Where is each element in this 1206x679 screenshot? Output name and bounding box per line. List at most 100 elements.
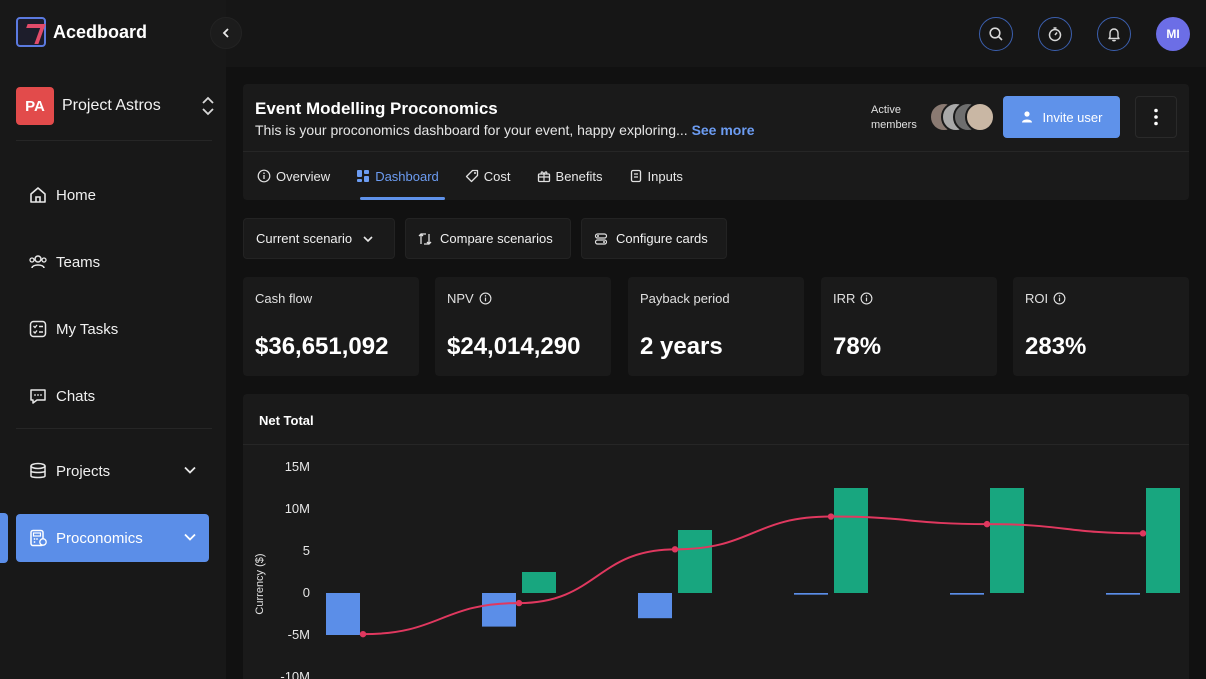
main-content: Event Modelling Proconomics This is your… bbox=[226, 67, 1206, 679]
sidebar-item-projects[interactable]: Projects bbox=[16, 447, 209, 495]
kpi-label: Cash flow bbox=[255, 291, 312, 306]
y-tick-label: 10M bbox=[285, 501, 310, 516]
scenario-label: Current scenario bbox=[256, 231, 353, 246]
kpi-label-text: ROI bbox=[1025, 291, 1049, 306]
cost-bar[interactable] bbox=[326, 593, 360, 635]
app-logo[interactable]: Acedboard bbox=[16, 17, 147, 47]
kpi-card-roi: ROI 283% bbox=[1013, 277, 1189, 376]
sidebar-item-proconomics[interactable]: Proconomics bbox=[16, 514, 209, 562]
info-icon[interactable] bbox=[860, 292, 873, 305]
net-data-point[interactable] bbox=[983, 520, 991, 528]
active-tab-indicator bbox=[360, 197, 445, 200]
chat-icon bbox=[28, 386, 48, 406]
compare-label: Compare scenarios bbox=[440, 231, 553, 246]
sidebar-item-home[interactable]: Home bbox=[16, 171, 209, 219]
more-options-button[interactable] bbox=[1135, 96, 1177, 138]
cost-bar[interactable] bbox=[638, 593, 672, 619]
kpi-card-npv: NPV $24,014,290 bbox=[435, 277, 611, 376]
kpi-label: NPV bbox=[447, 291, 492, 306]
top-bar: MI bbox=[226, 0, 1206, 67]
net-data-point[interactable] bbox=[827, 513, 835, 520]
configure-cards-button[interactable]: Configure cards bbox=[581, 218, 727, 259]
tab-label: Overview bbox=[276, 168, 331, 184]
bell-icon bbox=[1106, 26, 1122, 42]
sidebar-divider bbox=[16, 428, 212, 429]
timer-button[interactable] bbox=[1038, 17, 1072, 51]
app-name: Acedboard bbox=[53, 21, 148, 42]
notifications-button[interactable] bbox=[1097, 17, 1131, 51]
tab-label: Inputs bbox=[647, 168, 683, 184]
sidebar-item-label: Chats bbox=[56, 387, 96, 405]
chevron-down-icon bbox=[183, 463, 197, 481]
see-more-link[interactable]: See more bbox=[691, 122, 755, 138]
net-data-point[interactable] bbox=[671, 546, 679, 553]
chevron-up-down-icon bbox=[200, 95, 216, 122]
task-list-icon bbox=[28, 319, 48, 339]
cost-bar[interactable] bbox=[950, 593, 984, 595]
kpi-label-text: IRR bbox=[833, 291, 856, 306]
y-tick-label: 0 bbox=[303, 585, 310, 600]
benefit-bar[interactable] bbox=[990, 488, 1024, 593]
net-series-line bbox=[362, 515, 1144, 636]
chevron-down-icon bbox=[183, 530, 197, 548]
sidebar-item-teams[interactable]: Teams bbox=[16, 238, 209, 286]
tab-dashboard[interactable]: Dashboard bbox=[356, 166, 439, 186]
compare-icon bbox=[418, 232, 432, 246]
tab-bar: Overview Dashboard Cost Benefits Inputs bbox=[257, 166, 709, 186]
tab-inputs[interactable]: Inputs bbox=[629, 166, 683, 186]
compare-scenarios-button[interactable]: Compare scenarios bbox=[405, 218, 571, 259]
sidebar-item-chats[interactable]: Chats bbox=[16, 372, 209, 420]
user-avatar[interactable]: MI bbox=[1156, 17, 1190, 51]
benefit-bar[interactable] bbox=[522, 572, 556, 593]
kpi-label: IRR bbox=[833, 291, 873, 306]
logo-icon bbox=[16, 17, 46, 47]
benefit-bar[interactable] bbox=[1146, 488, 1180, 593]
benefit-bar[interactable] bbox=[678, 530, 712, 593]
active-members-label: Active members bbox=[871, 103, 917, 133]
kpi-card-irr: IRR 78% bbox=[821, 277, 997, 376]
kpi-label-text: NPV bbox=[447, 291, 474, 306]
cost-bar[interactable] bbox=[794, 593, 828, 595]
y-tick-label: -5M bbox=[288, 627, 310, 642]
member-avatars[interactable] bbox=[929, 102, 999, 132]
net-data-point[interactable] bbox=[359, 630, 367, 638]
invite-user-button[interactable]: Invite user bbox=[1003, 96, 1120, 138]
tab-label: Benefits bbox=[555, 168, 603, 184]
add-user-icon bbox=[1021, 110, 1035, 124]
gift-icon bbox=[537, 169, 551, 183]
search-button[interactable] bbox=[979, 17, 1013, 51]
stopwatch-icon bbox=[1047, 26, 1063, 42]
benefit-bar[interactable] bbox=[834, 488, 868, 593]
cost-bar[interactable] bbox=[482, 593, 516, 627]
kpi-value: 2 years bbox=[640, 333, 723, 360]
project-switcher[interactable]: PA Project Astros bbox=[16, 87, 216, 125]
scenario-select[interactable]: Current scenario bbox=[243, 218, 395, 259]
page-title: Event Modelling Proconomics bbox=[255, 99, 498, 118]
active-indicator bbox=[0, 513, 8, 563]
chevron-left-icon bbox=[220, 27, 232, 39]
tab-overview[interactable]: Overview bbox=[257, 166, 330, 186]
collapse-sidebar-button[interactable] bbox=[210, 17, 242, 49]
subtitle-text: This is your proconomics dashboard for y… bbox=[255, 122, 688, 138]
cost-bar[interactable] bbox=[1106, 593, 1140, 595]
configure-label: Configure cards bbox=[616, 231, 708, 246]
tab-benefits[interactable]: Benefits bbox=[537, 166, 603, 186]
y-tick-label: 5 bbox=[303, 543, 310, 558]
sliders-icon bbox=[594, 232, 608, 246]
sidebar-item-my-tasks[interactable]: My Tasks bbox=[16, 305, 209, 353]
net-data-point[interactable] bbox=[1139, 530, 1147, 537]
kpi-value: 78% bbox=[833, 333, 882, 360]
info-icon[interactable] bbox=[479, 292, 492, 305]
page-subtitle: This is your proconomics dashboard for y… bbox=[255, 122, 755, 138]
sidebar-item-label: My Tasks bbox=[56, 320, 119, 338]
kpi-label: Payback period bbox=[640, 291, 730, 306]
chart-header-divider bbox=[243, 444, 1189, 445]
tab-cost[interactable]: Cost bbox=[465, 166, 511, 186]
home-icon bbox=[28, 185, 48, 205]
project-name: Project Astros bbox=[62, 97, 161, 114]
info-icon[interactable] bbox=[1053, 292, 1066, 305]
more-vertical-icon bbox=[1154, 108, 1158, 126]
tab-label: Dashboard bbox=[375, 168, 439, 184]
invite-user-label: Invite user bbox=[1042, 109, 1103, 125]
net-data-point[interactable] bbox=[515, 599, 523, 607]
